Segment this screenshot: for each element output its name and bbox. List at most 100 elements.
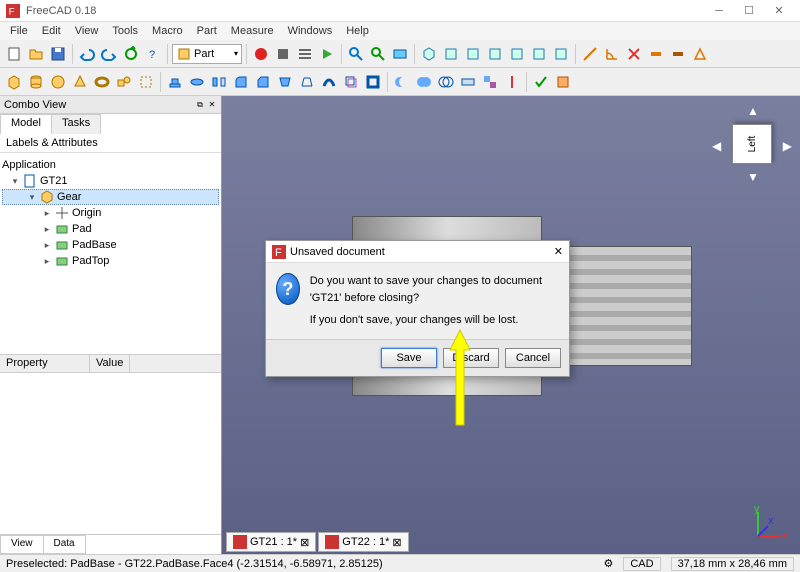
tree-twisty-icon[interactable]: ▾ <box>10 176 20 187</box>
view-front-icon[interactable] <box>441 44 461 64</box>
panel-close-icon[interactable]: ✕ <box>207 100 217 110</box>
doc-tab-close-icon[interactable]: ⊠ <box>300 536 309 549</box>
macro-list-icon[interactable] <box>295 44 315 64</box>
part-cylinder-icon[interactable] <box>26 72 46 92</box>
measure-toggle-icon[interactable] <box>646 44 666 64</box>
axes-indicator-icon: y z x <box>750 504 790 544</box>
doc-tab-close-icon[interactable]: ⊠ <box>392 536 401 549</box>
svg-text:F: F <box>275 247 282 259</box>
tab-model[interactable]: Model <box>0 114 52 134</box>
cancel-button[interactable]: Cancel <box>505 348 561 368</box>
menu-edit[interactable]: Edit <box>36 23 67 39</box>
toolbar-row-1: ? Part <box>0 40 800 68</box>
save-button[interactable]: Save <box>381 348 437 368</box>
measure-delta-icon[interactable] <box>690 44 710 64</box>
tree-item-gt21[interactable]: ▾GT21 <box>2 173 219 189</box>
view-right-icon[interactable] <box>485 44 505 64</box>
tree-item-padtop[interactable]: ▸PadTop <box>2 253 219 269</box>
zoom-fit-icon[interactable] <box>346 44 366 64</box>
view-bottom-icon[interactable] <box>529 44 549 64</box>
tree-twisty-icon[interactable]: ▾ <box>27 192 37 203</box>
doc-tab-gt22[interactable]: GT22 : 1* ⊠ <box>318 532 408 552</box>
measure-clear-icon[interactable] <box>624 44 644 64</box>
nav-style-label[interactable]: CAD <box>623 557 660 571</box>
prop-tab-data[interactable]: Data <box>43 535 86 554</box>
part-primitives-icon[interactable] <box>114 72 134 92</box>
tree-item-padbase[interactable]: ▸PadBase <box>2 237 219 253</box>
part-cone-icon[interactable] <box>70 72 90 92</box>
bool-compound-icon[interactable] <box>480 72 500 92</box>
measure-toggle3d-icon[interactable] <box>668 44 688 64</box>
macro-record-icon[interactable] <box>251 44 271 64</box>
tab-tasks[interactable]: Tasks <box>51 114 101 134</box>
tree-item-origin[interactable]: ▸Origin <box>2 205 219 221</box>
undock-icon[interactable]: ⧉ <box>195 100 205 110</box>
new-icon[interactable] <box>4 44 24 64</box>
tree-twisty-icon[interactable]: ▸ <box>42 224 52 235</box>
menu-tools[interactable]: Tools <box>106 23 144 39</box>
minimize-button[interactable]: ─ <box>704 0 734 22</box>
view-rear-icon[interactable] <box>507 44 527 64</box>
menu-help[interactable]: Help <box>340 23 375 39</box>
part-ruled-icon[interactable] <box>275 72 295 92</box>
part-offset-icon[interactable] <box>341 72 361 92</box>
part-chamfer-icon[interactable] <box>253 72 273 92</box>
tree-item-gear[interactable]: ▾Gear <box>2 189 219 205</box>
menu-windows[interactable]: Windows <box>282 23 339 39</box>
save-icon[interactable] <box>48 44 68 64</box>
part-loft-icon[interactable] <box>297 72 317 92</box>
nav-style-icon[interactable]: ⚙ <box>603 557 613 570</box>
measure-linear-icon[interactable] <box>580 44 600 64</box>
menu-view[interactable]: View <box>69 23 105 39</box>
part-thickness-icon[interactable] <box>363 72 383 92</box>
whatsthis-icon[interactable]: ? <box>143 44 163 64</box>
macro-play-icon[interactable] <box>317 44 337 64</box>
view-left-icon[interactable] <box>551 44 571 64</box>
part-torus-icon[interactable] <box>92 72 112 92</box>
doc-tab-gt21[interactable]: GT21 : 1* ⊠ <box>226 532 316 552</box>
measure-angular-icon[interactable] <box>602 44 622 64</box>
close-button[interactable]: ✕ <box>764 0 794 22</box>
part-mirror-icon[interactable] <box>209 72 229 92</box>
part-sphere-icon[interactable] <box>48 72 68 92</box>
part-revolve-icon[interactable] <box>187 72 207 92</box>
bool-split-icon[interactable] <box>502 72 522 92</box>
tree-twisty-icon[interactable]: ▸ <box>42 208 52 219</box>
menu-file[interactable]: File <box>4 23 34 39</box>
defeaturing-icon[interactable] <box>553 72 573 92</box>
navigation-cube[interactable]: ▲ ▼ ◀ ▶ Left <box>712 104 792 184</box>
menu-part[interactable]: Part <box>191 23 223 39</box>
discard-button[interactable]: Discard <box>443 348 499 368</box>
navcube-face[interactable]: Left <box>732 124 772 164</box>
macro-stop-icon[interactable] <box>273 44 293 64</box>
tree-twisty-icon[interactable]: ▸ <box>42 256 52 267</box>
workbench-selector[interactable]: Part <box>172 44 242 64</box>
open-icon[interactable] <box>26 44 46 64</box>
undo-icon[interactable] <box>77 44 97 64</box>
dialog-close-icon[interactable]: ✕ <box>554 245 563 258</box>
part-extrude-icon[interactable] <box>165 72 185 92</box>
part-builder-icon[interactable] <box>136 72 156 92</box>
check-geometry-icon[interactable] <box>531 72 551 92</box>
part-box-icon[interactable] <box>4 72 24 92</box>
zoom-sel-icon[interactable] <box>368 44 388 64</box>
part-icon <box>40 190 54 204</box>
menu-macro[interactable]: Macro <box>146 23 189 39</box>
view-iso-icon[interactable] <box>419 44 439 64</box>
part-sweep-icon[interactable] <box>319 72 339 92</box>
part-fillet-icon[interactable] <box>231 72 251 92</box>
bool-common-icon[interactable] <box>436 72 456 92</box>
bool-cut-icon[interactable] <box>392 72 412 92</box>
prop-tab-view[interactable]: View <box>0 535 44 554</box>
view-top-icon[interactable] <box>463 44 483 64</box>
redo-icon[interactable] <box>99 44 119 64</box>
tree-item-pad[interactable]: ▸Pad <box>2 221 219 237</box>
svg-text:y: y <box>754 504 760 515</box>
maximize-button[interactable]: ☐ <box>734 0 764 22</box>
bool-fuse-icon[interactable] <box>414 72 434 92</box>
refresh-icon[interactable] <box>121 44 141 64</box>
draw-style-icon[interactable] <box>390 44 410 64</box>
menu-measure[interactable]: Measure <box>225 23 280 39</box>
tree-twisty-icon[interactable]: ▸ <box>42 240 52 251</box>
bool-section-icon[interactable] <box>458 72 478 92</box>
